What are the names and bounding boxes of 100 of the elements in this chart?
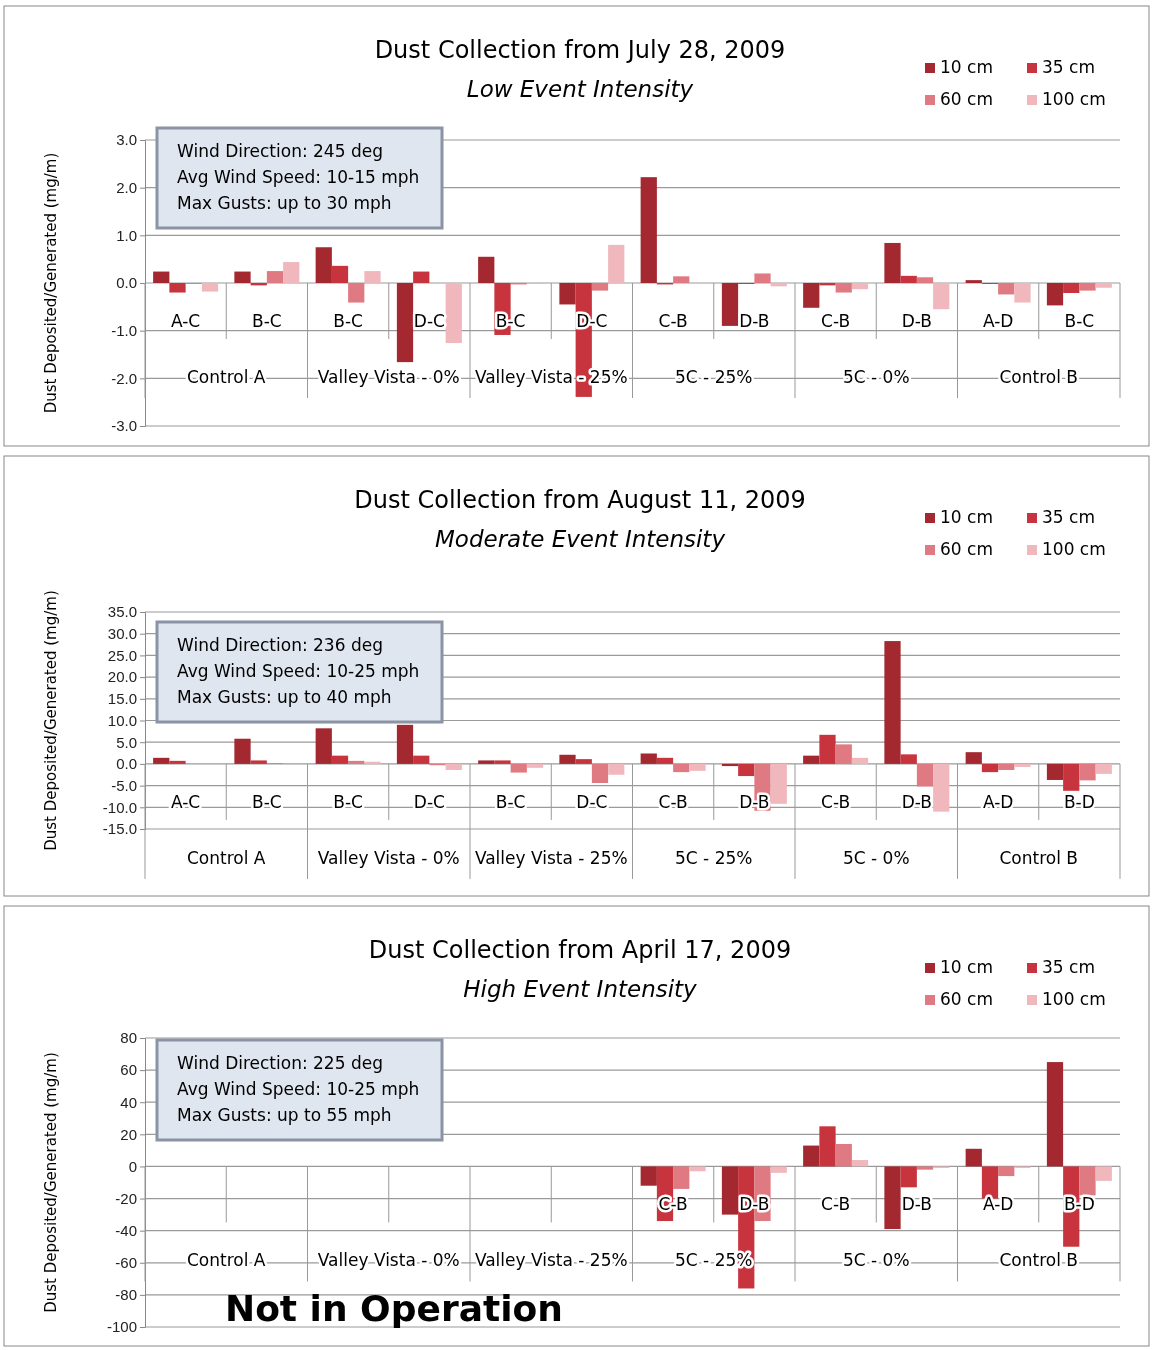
x-tick-label: D-C <box>576 791 608 812</box>
text: Control B <box>999 847 1079 868</box>
chart-subtitle: Moderate Event Intensity <box>434 526 726 552</box>
annotation: Control B <box>999 367 1079 387</box>
chart-title: Dust Collection from July 28, 2009 <box>374 36 786 64</box>
y-tick-label: -2.0 <box>111 369 137 387</box>
x-tick-label: D-C <box>413 311 445 331</box>
y-tick-label: -5.0 <box>111 776 137 794</box>
chart-subtitle: Low Event Intensity <box>466 76 694 102</box>
x-tick-label: D-B <box>739 791 770 812</box>
annotation: 5C - 25% <box>675 367 753 387</box>
x-tick-label: A-D <box>982 1194 1014 1215</box>
legend-label: 10 cm <box>940 507 993 527</box>
x-tick-label: D-C <box>413 791 445 812</box>
y-tick-label: 10.0 <box>107 711 137 729</box>
annotation: Wind Direction: 225 deg <box>177 1053 383 1073</box>
y-tick-label: -15.0 <box>102 820 137 838</box>
y-axis-title: Dust Deposited/Generated (mg/m) <box>42 590 60 851</box>
y-tick-label: 5.0 <box>116 733 137 751</box>
y-tick-label: 15.0 <box>107 690 137 708</box>
legend-label: 60 cm <box>940 539 993 559</box>
y-tick-label: 25.0 <box>107 646 137 664</box>
annotation: Max Gusts: up to 55 mph <box>177 1105 392 1125</box>
y-tick-label: 2.0 <box>116 178 137 196</box>
y-tick-label: -3.0 <box>111 417 137 435</box>
y-tick-label: 80 <box>120 1029 137 1047</box>
x-tick-label: B-C <box>333 311 363 331</box>
y-tick-label: -10.0 <box>102 798 137 816</box>
x-tick-label: D-B <box>901 1194 933 1215</box>
x-tick-label: B-C <box>1064 311 1095 331</box>
y-tick-label: 0.0 <box>116 274 137 292</box>
text: Valley Vista - 0% <box>317 847 460 868</box>
x-tick-label: B-C <box>252 791 282 812</box>
x-tick-label: C-B <box>821 311 851 331</box>
x-tick-label: D-B <box>739 311 770 331</box>
x-tick-label: B-C <box>333 791 363 812</box>
annotation: Wind Direction: 245 deg <box>177 141 383 161</box>
y-axis-title: Dust Deposited/Generated (mg/m) <box>42 1052 60 1313</box>
annotation: Avg Wind Speed: 10-15 mph <box>177 167 420 187</box>
x-tick-label: C-B <box>821 1194 851 1215</box>
text: 5C - 25% <box>675 847 753 868</box>
y-tick-label: 20 <box>120 1125 137 1143</box>
y-tick-label: -80 <box>115 1286 137 1304</box>
y-tick-label: 0.0 <box>116 755 137 773</box>
legend-label: 35 cm <box>1042 507 1095 527</box>
y-tick-label: -1.0 <box>111 321 137 339</box>
annotation: Max Gusts: up to 40 mph <box>177 687 392 707</box>
text: 5C - 0% <box>842 847 910 868</box>
annotation: 5C - 0% <box>842 1250 910 1271</box>
x-tick-label: A-C <box>170 311 201 331</box>
x-tick-label: D-B <box>901 791 933 812</box>
legend-label: 10 cm <box>940 57 993 77</box>
annotation: Avg Wind Speed: 10-25 mph <box>177 661 420 681</box>
x-tick-label: B-C <box>252 311 282 331</box>
x-tick-label: D-B <box>739 1194 770 1215</box>
legend-label: 100 cm <box>1042 989 1106 1009</box>
annotation: Control A <box>187 1250 266 1271</box>
y-axis-title: Dust Deposited/Generated (mg/m) <box>42 152 60 414</box>
y-tick-label: 40 <box>120 1093 137 1111</box>
chart-title: Dust Collection from August 11, 2009 <box>354 486 806 514</box>
annotation: Max Gusts: up to 30 mph <box>177 193 392 213</box>
annotation: Avg Wind Speed: 10-25 mph <box>177 1079 420 1099</box>
y-tick-label: 0 <box>128 1157 137 1175</box>
legend-label: 100 cm <box>1042 539 1106 559</box>
chart-title: Dust Collection from April 17, 2009 <box>368 936 792 964</box>
y-tick-label: -40 <box>115 1221 137 1239</box>
legend-label: 60 cm <box>940 89 993 109</box>
legend-label: 60 cm <box>940 989 993 1009</box>
annotation: Valley Vista - 25% <box>474 1250 628 1271</box>
chart-subtitle: High Event Intensity <box>463 976 698 1002</box>
legend-label: 100 cm <box>1042 89 1106 109</box>
y-tick-label: 3.0 <box>116 131 137 149</box>
legend-label: 35 cm <box>1042 57 1095 77</box>
text: Control A <box>187 847 266 868</box>
legend-label: 35 cm <box>1042 957 1095 977</box>
text: Valley Vista - 25% <box>474 847 628 868</box>
annotation: Valley Vista - 0% <box>317 367 460 387</box>
y-tick-label: 60 <box>120 1061 137 1079</box>
y-tick-label: -20 <box>115 1189 137 1207</box>
x-tick-label: D-B <box>901 311 933 331</box>
annotation: 5C - 0% <box>842 367 910 387</box>
annotation: Not in Operation <box>225 1288 563 1329</box>
x-tick-label: C-B <box>658 311 688 331</box>
y-tick-label: 1.0 <box>116 226 137 244</box>
x-tick-label: A-D <box>982 791 1014 812</box>
x-tick-label: A-C <box>170 791 201 812</box>
annotation: Valley Vista - 0% <box>317 1250 460 1271</box>
x-tick-label: C-B <box>658 791 688 812</box>
annotation: Control B <box>999 1250 1079 1271</box>
x-tick-label: C-B <box>821 791 851 812</box>
y-tick-label: 20.0 <box>107 668 137 686</box>
y-tick-label: -100 <box>106 1318 137 1336</box>
x-tick-label: B-C <box>495 791 526 812</box>
annotation: Control A <box>187 367 266 387</box>
x-tick-label: B-D <box>1063 1194 1095 1215</box>
x-tick-label: C-B <box>658 1194 688 1215</box>
annotation: Wind Direction: 236 deg <box>177 635 383 655</box>
x-tick-label: A-D <box>982 311 1014 331</box>
legend-label: 10 cm <box>940 957 993 977</box>
y-tick-label: 35.0 <box>107 603 137 621</box>
